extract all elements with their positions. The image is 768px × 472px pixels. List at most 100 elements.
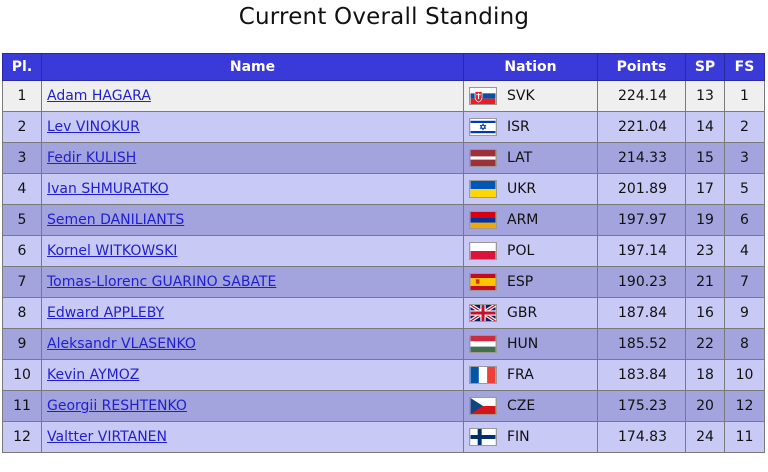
esp-flag-icon [469, 273, 497, 291]
skater-name-link[interactable]: Ivan SHMURATKO [47, 181, 169, 197]
place-cell: 4 [2, 173, 42, 205]
sp-cell: 22 [685, 328, 725, 360]
skater-name-link[interactable]: Semen DANILIANTS [47, 212, 185, 228]
nation-code: ESP [507, 274, 534, 290]
points-cell: 175.23 [597, 390, 686, 422]
points-cell: 214.33 [597, 142, 686, 174]
name-cell: Georgii RESHTENKO [41, 390, 464, 422]
name-cell: Kornel WITKOWSKI [41, 235, 464, 267]
name-cell: Fedir KULISH [41, 142, 464, 174]
nation-code: POL [507, 243, 535, 259]
table-row: 1 Adam HAGARA SVK 224.14 13 1 [2, 80, 765, 112]
place-cell: 10 [2, 359, 42, 391]
standings-table: Pl. Name Nation Points SP FS 1 Adam HAGAR… [2, 53, 765, 453]
fra-flag-icon [469, 366, 497, 384]
sp-cell: 18 [685, 359, 725, 391]
points-cell: 197.97 [597, 204, 686, 236]
nation-code: SVK [507, 88, 535, 104]
skater-name-link[interactable]: Valtter VIRTANEN [47, 429, 168, 445]
nation-cell: FRA [463, 359, 598, 391]
place-cell: 2 [2, 111, 42, 143]
place-cell: 9 [2, 328, 42, 360]
place-cell: 11 [2, 390, 42, 422]
skater-name-link[interactable]: Kevin AYMOZ [47, 367, 140, 383]
nation-code: CZE [507, 398, 536, 414]
sp-cell: 17 [685, 173, 725, 205]
name-cell: Tomas-Llorenc GUARINO SABATE [41, 266, 464, 298]
sp-cell: 14 [685, 111, 725, 143]
column-header-sp: SP [685, 53, 725, 81]
nation-cell: SVK [463, 80, 598, 112]
place-cell: 7 [2, 266, 42, 298]
table-row: 12 Valtter VIRTANEN FIN 174.83 24 11 [2, 421, 765, 453]
skater-name-link[interactable]: Kornel WITKOWSKI [47, 243, 178, 259]
lat-flag-icon [469, 149, 497, 167]
table-row: 11 Georgii RESHTENKO CZE 175.23 20 12 [2, 390, 765, 422]
nation-code: HUN [507, 336, 539, 352]
nation-code: FIN [507, 429, 530, 445]
skater-name-link[interactable]: Aleksandr VLASENKO [47, 336, 196, 352]
skater-name-link[interactable]: Fedir KULISH [47, 150, 137, 166]
place-cell: 8 [2, 297, 42, 329]
fs-cell: 3 [724, 142, 765, 174]
fs-cell: 12 [724, 390, 765, 422]
points-cell: 183.84 [597, 359, 686, 391]
name-cell: Lev VINOKUR [41, 111, 464, 143]
points-cell: 187.84 [597, 297, 686, 329]
points-cell: 190.23 [597, 266, 686, 298]
nation-cell: ESP [463, 266, 598, 298]
fs-cell: 6 [724, 204, 765, 236]
nation-cell: FIN [463, 421, 598, 453]
name-cell: Aleksandr VLASENKO [41, 328, 464, 360]
table-row: 9 Aleksandr VLASENKO HUN 185.52 22 8 [2, 328, 765, 360]
table-header-row: Pl. Name Nation Points SP FS [2, 53, 765, 81]
nation-code: GBR [507, 305, 538, 321]
cze-flag-icon [469, 397, 497, 415]
fs-cell: 8 [724, 328, 765, 360]
points-cell: 197.14 [597, 235, 686, 267]
page-title: Current Overall Standing [238, 4, 530, 30]
gbr-flag-icon [469, 304, 497, 322]
skater-name-link[interactable]: Edward APPLEBY [47, 305, 165, 321]
points-cell: 201.89 [597, 173, 686, 205]
table-row: 4 Ivan SHMURATKO UKR 201.89 17 5 [2, 173, 765, 205]
nation-code: UKR [507, 181, 537, 197]
column-header-points: Points [597, 53, 686, 81]
nation-cell: LAT [463, 142, 598, 174]
points-cell: 174.83 [597, 421, 686, 453]
sp-cell: 16 [685, 297, 725, 329]
isr-flag-icon [469, 118, 497, 136]
nation-code: FRA [507, 367, 534, 383]
skater-name-link[interactable]: Georgii RESHTENKO [47, 398, 187, 414]
nation-code: ARM [507, 212, 539, 228]
table-row: 7 Tomas-Llorenc GUARINO SABATE ESP 190.23 21… [2, 266, 765, 298]
nation-cell: ISR [463, 111, 598, 143]
fs-cell: 4 [724, 235, 765, 267]
nation-cell: UKR [463, 173, 598, 205]
points-cell: 224.14 [597, 80, 686, 112]
fs-cell: 10 [724, 359, 765, 391]
sp-cell: 15 [685, 142, 725, 174]
skater-name-link[interactable]: Lev VINOKUR [47, 119, 140, 135]
name-cell: Semen DANILIANTS [41, 204, 464, 236]
arm-flag-icon [469, 211, 497, 229]
table-row: 5 Semen DANILIANTS ARM 197.97 19 6 [2, 204, 765, 236]
sp-cell: 19 [685, 204, 725, 236]
fs-cell: 5 [724, 173, 765, 205]
nation-cell: GBR [463, 297, 598, 329]
name-cell: Adam HAGARA [41, 80, 464, 112]
fs-cell: 2 [724, 111, 765, 143]
fs-cell: 7 [724, 266, 765, 298]
column-header-nation: Nation [463, 53, 598, 81]
column-header-fs: FS [724, 53, 765, 81]
sp-cell: 24 [685, 421, 725, 453]
column-header-pl: Pl. [2, 53, 42, 81]
nation-cell: POL [463, 235, 598, 267]
skater-name-link[interactable]: Tomas-Llorenc GUARINO SABATE [47, 274, 277, 290]
column-header-name: Name [41, 53, 464, 81]
points-cell: 185.52 [597, 328, 686, 360]
nation-cell: ARM [463, 204, 598, 236]
svk-flag-icon [469, 87, 497, 105]
place-cell: 3 [2, 142, 42, 174]
skater-name-link[interactable]: Adam HAGARA [47, 88, 151, 104]
